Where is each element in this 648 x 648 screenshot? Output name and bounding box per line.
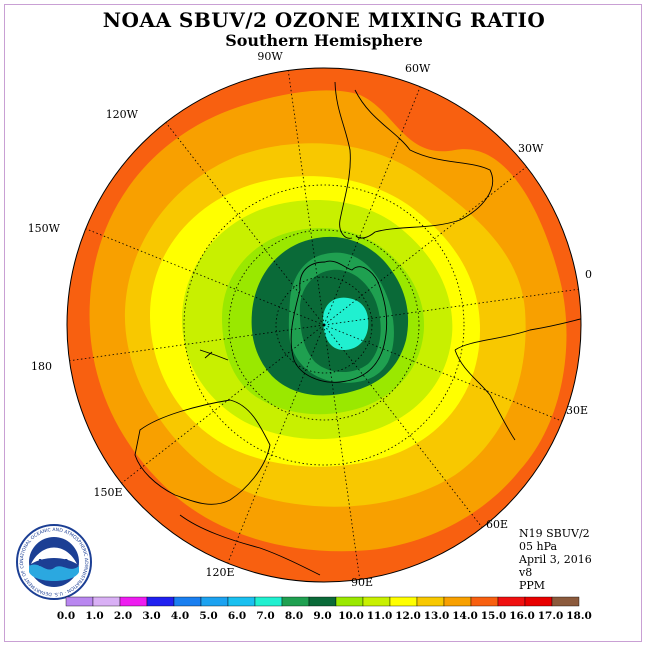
colorbar-label: 0.0 — [57, 610, 75, 622]
coastline-africa — [454, 317, 581, 441]
colorbar-swatch — [65, 596, 94, 607]
longitude-label: 90E — [351, 576, 373, 589]
colorbar-swatch — [254, 596, 283, 607]
info-satellite: N19 SBUV/2 — [519, 527, 590, 540]
colorbar-label: 2.0 — [114, 610, 132, 622]
colorbar-label: 16.0 — [509, 610, 535, 622]
colorbar-swatch — [524, 596, 553, 607]
colorbar-swatches — [65, 596, 580, 607]
longitude-label: 150W — [28, 222, 61, 235]
colorbar-swatch — [200, 596, 229, 607]
colorbar-label: 17.0 — [538, 610, 564, 622]
page-title: NOAA SBUV/2 OZONE MIXING RATIO — [102, 8, 546, 32]
colorbar-label: 18.0 — [566, 610, 592, 622]
meridian-line — [287, 70, 325, 326]
longitude-label: 90W — [257, 50, 283, 63]
colorbar-label: 12.0 — [395, 610, 421, 622]
meridians — [69, 70, 579, 580]
colorbar-label: 14.0 — [452, 610, 478, 622]
longitude-label: 30W — [518, 142, 544, 155]
graticule — [69, 70, 579, 580]
colorbar-swatch — [389, 596, 418, 607]
meridian-line — [323, 324, 483, 528]
colorbar-label: 3.0 — [142, 610, 160, 622]
meridian-line — [165, 122, 325, 326]
info-block: N19 SBUV/2 05 hPa April 3, 2016 v8 PPM — [519, 527, 592, 592]
colorbar-swatch — [443, 596, 472, 607]
latitude-circle-outer — [183, 184, 465, 466]
longitude-label: 120W — [106, 108, 139, 121]
colorbar-label: 13.0 — [424, 610, 450, 622]
colorbar-swatch — [497, 596, 526, 607]
colorbar-swatch — [470, 596, 499, 607]
latitude-circle-mid — [228, 229, 420, 421]
info-date: April 3, 2016 — [519, 553, 592, 566]
colorbar-swatch — [173, 596, 202, 607]
meridian-line — [323, 288, 579, 326]
coastline-new-zealand — [199, 349, 229, 361]
info-version: v8 — [519, 566, 533, 579]
colorbar-label: 9.0 — [313, 610, 331, 622]
colorbar-label: 11.0 — [367, 610, 393, 622]
colorbar-label: 8.0 — [285, 610, 303, 622]
band-8 — [323, 297, 369, 350]
colorbar-labels: 0.0 1.0 2.0 3.0 4.0 5.0 6.0 7.0 8.0 9.0 10.0 11.0 12… — [57, 610, 592, 622]
longitude-label: 180 — [31, 360, 52, 373]
colorbar-swatch — [308, 596, 337, 607]
meridian-line — [323, 324, 361, 580]
coastline-south-america — [334, 81, 494, 239]
meridian-line — [69, 324, 325, 362]
colorbar-swatch — [281, 596, 310, 607]
colorbar-label: 15.0 — [481, 610, 507, 622]
logo-text: NOAA — [38, 558, 70, 569]
info-units: PPM — [519, 579, 546, 592]
meridian-line — [227, 324, 325, 564]
coastline-antarctica — [290, 260, 388, 383]
longitude-label: 60W — [405, 62, 431, 75]
colorbar-label: 5.0 — [199, 610, 217, 622]
info-pressure: 05 hPa — [519, 540, 558, 553]
colorbar-swatch — [335, 596, 364, 607]
meridian-line — [323, 166, 527, 326]
meridian-line — [323, 324, 563, 422]
colorbar-swatch — [227, 596, 256, 607]
page-subtitle: Southern Hemisphere — [225, 31, 423, 50]
noaa-logo: NATIONAL OCEANIC AND ATMOSPHERIC ADMINIS… — [14, 522, 92, 600]
ozone-field — [67, 68, 581, 582]
page-frame — [4, 4, 642, 642]
colorbar-label: 1.0 — [85, 610, 103, 622]
coastline-indonesia — [179, 514, 321, 576]
colorbar-label: 6.0 — [228, 610, 246, 622]
meridian-line — [85, 228, 325, 326]
colorbar-label: 7.0 — [256, 610, 274, 622]
longitude-label: 120E — [205, 566, 234, 579]
coastlines — [134, 81, 581, 576]
map-boundary — [66, 67, 582, 583]
colorbar-swatch — [362, 596, 391, 607]
colorbar-label: 4.0 — [171, 610, 189, 622]
meridian-line — [121, 324, 325, 484]
longitude-label: 30E — [566, 404, 588, 417]
colorbar-label: 10.0 — [338, 610, 364, 622]
colorbar-swatch — [119, 596, 148, 607]
meridian-line — [323, 86, 421, 326]
colorbar-swatch — [416, 596, 445, 607]
latitude-circle-inner — [275, 276, 373, 374]
coastline-australia — [134, 399, 271, 505]
longitude-labels: 90W 60W 30W 0 30E 60E 90E 120E 150E 180 150W 120W — [28, 50, 592, 589]
longitude-label: 0 — [585, 268, 592, 281]
colorbar-swatch — [146, 596, 175, 607]
longitude-label: 60E — [486, 518, 508, 531]
colorbar-swatch — [551, 596, 580, 607]
longitude-label: 150E — [93, 486, 122, 499]
colorbar-swatch — [92, 596, 121, 607]
